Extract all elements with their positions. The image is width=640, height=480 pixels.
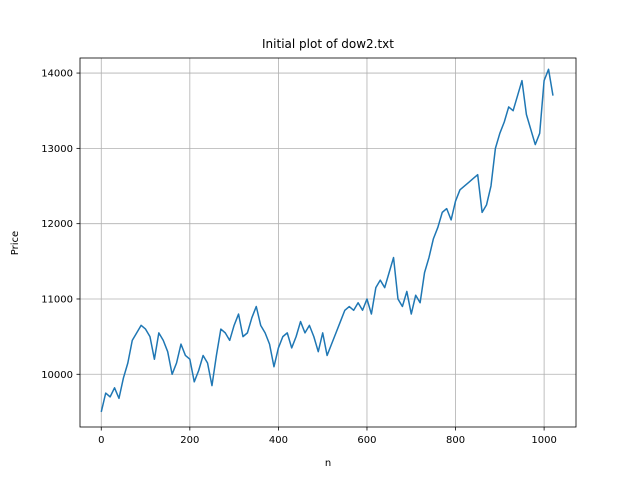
x-tick-label: 0: [98, 435, 104, 446]
y-tick-label: 14000: [41, 69, 73, 80]
y-tick-label: 11000: [41, 294, 73, 305]
chart-title: Initial plot of dow2.txt: [262, 37, 394, 51]
y-tick-label: 12000: [41, 219, 73, 230]
y-tick-label: 10000: [41, 370, 73, 381]
y-tick-label: 13000: [41, 144, 73, 155]
x-tick-label: 1000: [531, 435, 556, 446]
price-series-line: [100, 68, 554, 413]
y-axis-label: Price: [10, 231, 21, 255]
plot-frame: [79, 57, 577, 428]
x-axis-label: n: [325, 458, 331, 469]
x-axis-ticks: 0 200 400 600 800 1000: [98, 427, 557, 446]
x-tick-label: 200: [180, 435, 199, 446]
y-axis-ticks: 10000 11000 12000 13000 14000: [41, 69, 80, 381]
x-tick-label: 600: [357, 435, 376, 446]
x-tick-label: 400: [269, 435, 288, 446]
x-tick-label: 800: [446, 435, 465, 446]
grid: [80, 58, 576, 427]
series-layer: [100, 68, 554, 413]
